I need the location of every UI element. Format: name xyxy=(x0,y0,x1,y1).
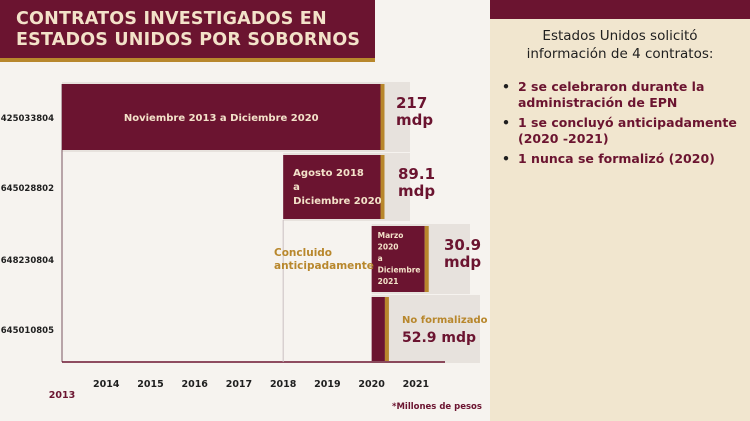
info-bullet-3: 1 nunca se formalizó (2020) xyxy=(502,151,746,167)
bar-425033804 xyxy=(62,84,381,150)
contract-id-425033804: 425033804 xyxy=(1,114,54,124)
x-tick-2021: 2021 xyxy=(403,379,429,390)
amount-label-648230804-2: mdp xyxy=(444,253,481,271)
period-label-645028802-1: Agosto 2018 xyxy=(293,168,364,179)
x-tick-2017: 2017 xyxy=(226,379,252,390)
period-label-645028802-3: Diciembre 2020 xyxy=(293,196,382,207)
period-label-425033804: Noviembre 2013 a Diciembre 2020 xyxy=(124,113,319,124)
amount-label-645028802-2: mdp xyxy=(398,182,435,200)
amount-label-645010805: 52.9 mdp xyxy=(402,330,476,346)
info-bullet-list: 2 se celebraron durante la administració… xyxy=(502,79,746,171)
row-band-4 xyxy=(371,295,480,363)
contract-id-645028802: 645028802 xyxy=(1,184,54,194)
amount-label-425033804-2: mdp xyxy=(396,111,433,129)
amount-label-425033804-1: 217 xyxy=(396,94,427,112)
title-line-2: ESTADOS UNIDOS POR SOBORNOS xyxy=(16,30,361,50)
x-tick-2020: 2020 xyxy=(358,379,385,390)
info-heading-line-1: Estados Unidos solicitó xyxy=(542,28,698,44)
period-label-648230804-3: a xyxy=(378,254,383,263)
x-tick-2013: 2013 xyxy=(49,390,75,401)
period-label-648230804-5: 2021 xyxy=(378,277,399,286)
contract-id-645010805: 645010805 xyxy=(1,326,54,336)
info-bullet-2: 1 se concluyó anticipadamente (2020 -202… xyxy=(502,115,746,147)
info-heading: Estados Unidos solicitó información de 4… xyxy=(490,27,750,63)
bar-accent-645028802 xyxy=(380,155,385,219)
info-panel: Estados Unidos solicitó información de 4… xyxy=(490,19,750,421)
period-label-648230804-2: 2020 xyxy=(378,243,399,252)
annotation-line-1: Concluido xyxy=(274,247,332,259)
title-line-1: CONTRATOS INVESTIGADOS EN xyxy=(16,9,327,29)
bar-648230804 xyxy=(371,226,425,292)
info-top-strip xyxy=(490,0,750,19)
bar-645028802 xyxy=(283,155,381,219)
x-tick-2015: 2015 xyxy=(137,379,163,390)
x-tick-2019: 2019 xyxy=(314,379,340,390)
period-label-648230804-1: Marzo xyxy=(378,231,404,240)
x-tick-2014: 2014 xyxy=(93,379,120,390)
period-label-645028802-2: a xyxy=(293,182,300,193)
info-bullet-1: 2 se celebraron durante la administració… xyxy=(502,79,746,111)
contract-id-648230804: 648230804 xyxy=(1,256,54,266)
annotation-line-2: anticipadamente xyxy=(274,260,374,272)
x-tick-2018: 2018 xyxy=(270,379,297,390)
footnote: *Millones de pesos xyxy=(392,402,482,412)
info-heading-line-2: información de 4 contratos: xyxy=(526,46,714,62)
status-label-645010805: No formalizado xyxy=(402,315,488,326)
period-label-648230804-4: Diciembre xyxy=(378,266,421,275)
bar-accent-648230804 xyxy=(424,226,429,292)
bar-accent-645010805 xyxy=(384,297,389,361)
title-banner: CONTRATOS INVESTIGADOS EN ESTADOS UNIDOS… xyxy=(0,0,375,62)
bar-accent-425033804 xyxy=(380,84,385,150)
bar-645010805 xyxy=(371,297,385,361)
amount-label-645028802-1: 89.1 xyxy=(398,165,435,183)
x-tick-2016: 2016 xyxy=(181,379,208,390)
amount-label-648230804-1: 30.9 xyxy=(444,236,481,254)
